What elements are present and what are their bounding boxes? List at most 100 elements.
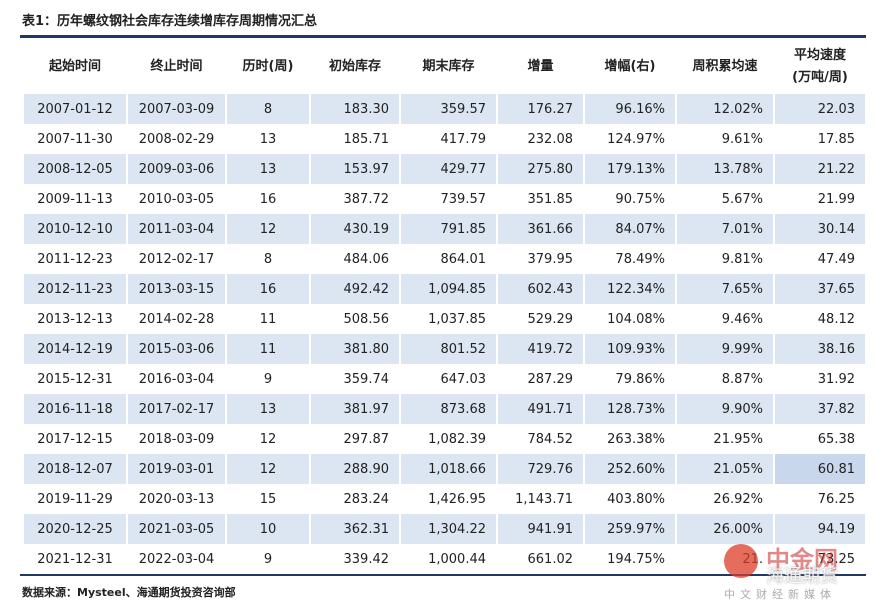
table-cell: 2011-03-04 bbox=[128, 214, 225, 244]
table-row: 2016-11-18 2017-02-17 13 381.97 873.68 491.71… bbox=[24, 394, 865, 424]
table-row: 2012-11-23 2013-03-15 16 492.42 1,094.85 602.… bbox=[24, 274, 865, 304]
table-cell: 1,426.95 bbox=[428, 491, 486, 507]
table-cell: 2013-12-13 bbox=[37, 311, 113, 327]
table-cell: 2017-02-17 bbox=[128, 394, 225, 424]
column-header: 终止时间 bbox=[150, 59, 203, 74]
table-cell: 76.25 bbox=[817, 491, 855, 507]
table-row: 2008-12-05 2009-03-06 13 153.97 429.77 275.80… bbox=[24, 154, 865, 184]
table-cell: 387.72 bbox=[343, 191, 390, 207]
table-cell: 37.82 bbox=[775, 394, 865, 424]
table-cell: 48.12 bbox=[817, 311, 855, 327]
table-cell: 484.06 bbox=[343, 251, 390, 267]
table-cell: 2014-12-19 bbox=[24, 334, 126, 364]
table-cell: 2018-12-07 bbox=[24, 454, 126, 484]
table-cell: 2020-03-13 bbox=[138, 491, 215, 507]
table-cell: 30.14 bbox=[775, 214, 865, 244]
table-cell: 124.97% bbox=[607, 131, 665, 147]
table-cell: 2015-12-31 bbox=[37, 371, 113, 387]
table-cell: 1,018.66 bbox=[401, 454, 496, 484]
table-cell: 2017-12-15 bbox=[37, 431, 113, 447]
table: 起始时间 终止时间 历时(周) 初始库存 期末库存 增量 增幅(右) 周积累均速 平均速度 (万… bbox=[22, 40, 867, 574]
column-header: 初始库存 bbox=[328, 59, 381, 74]
table-row: 2015-12-31 2016-03-04 9 359.74 647.03 287.29 7… bbox=[24, 364, 865, 394]
table-cell: 419.72 bbox=[498, 334, 583, 364]
table-row: 2019-11-29 2020-03-13 15 283.24 1,426.95 1,14… bbox=[24, 484, 865, 514]
table-cell: 2007-11-30 bbox=[37, 131, 113, 147]
table-cell: 26.00% bbox=[677, 514, 773, 544]
table-cell: 403.80% bbox=[607, 491, 665, 507]
table-cell: 8 bbox=[263, 251, 273, 267]
table-cell: 941.91 bbox=[498, 514, 583, 544]
table-cell: 339.42 bbox=[343, 551, 390, 567]
table-cell: 361.66 bbox=[498, 214, 583, 244]
table-cell: 153.97 bbox=[311, 154, 399, 184]
table-cell: 94.19 bbox=[775, 514, 865, 544]
table-cell: 7.65% bbox=[677, 274, 773, 304]
table-cell: 194.75% bbox=[607, 551, 665, 567]
table-cell: 259.97% bbox=[585, 514, 675, 544]
table-cell: 2016-11-18 bbox=[24, 394, 126, 424]
table-cell: 647.03 bbox=[440, 371, 487, 387]
table-cell: 12 bbox=[227, 454, 309, 484]
table-cell: 15 bbox=[259, 491, 277, 507]
column-header: 增幅(右) bbox=[604, 59, 656, 74]
table-cell: 2018-03-09 bbox=[138, 431, 215, 447]
table-cell: 9.81% bbox=[721, 251, 763, 267]
table-cell: 176.27 bbox=[498, 94, 583, 124]
table-cell: 381.80 bbox=[311, 334, 399, 364]
table-cell: 13 bbox=[227, 154, 309, 184]
table-cell: 791.85 bbox=[401, 214, 496, 244]
table-row: 2011-12-23 2012-02-17 8 484.06 864.01 379.95 7… bbox=[24, 244, 865, 274]
table-cell: 12 bbox=[227, 214, 309, 244]
table-cell: 16 bbox=[259, 191, 277, 207]
table-cell: 297.87 bbox=[343, 431, 390, 447]
table-cell: 529.29 bbox=[527, 311, 574, 327]
table-cell: 26.92% bbox=[713, 491, 763, 507]
table-cell: 9.61% bbox=[721, 131, 763, 147]
table-row: 2009-11-13 2010-03-05 16 387.72 739.57 351.85… bbox=[24, 184, 865, 214]
table-row: 2021-12-31 2022-03-04 9 339.42 1,000.44 661.0… bbox=[24, 544, 865, 574]
table-cell: 417.79 bbox=[440, 131, 487, 147]
table-cell: 2008-02-29 bbox=[138, 131, 215, 147]
column-header: 平均速度 (万吨/周) bbox=[792, 48, 848, 85]
table-cell: 38.16 bbox=[775, 334, 865, 364]
table-row: 2020-12-25 2021-03-05 10 362.31 1,304.22 941.… bbox=[24, 514, 865, 544]
table-cell: 104.08% bbox=[607, 311, 665, 327]
table-cell: 2011-12-23 bbox=[37, 251, 113, 267]
table-cell: 13 bbox=[259, 131, 277, 147]
table-cell: 21.22 bbox=[775, 154, 865, 184]
table-cell: 1,037.85 bbox=[428, 311, 486, 327]
table-cell: 179.13% bbox=[585, 154, 675, 184]
table-cell: 37.65 bbox=[775, 274, 865, 304]
table-cell: 21.95% bbox=[713, 431, 763, 447]
table-cell: 122.34% bbox=[585, 274, 675, 304]
table-cell: 2014-02-28 bbox=[138, 311, 215, 327]
watermark-slogan: 中文财经新媒体 bbox=[724, 588, 836, 601]
table-cell: 873.68 bbox=[401, 394, 496, 424]
table-cell: 2012-11-23 bbox=[24, 274, 126, 304]
table-cell: 2013-03-15 bbox=[128, 274, 225, 304]
table-cell: 128.73% bbox=[585, 394, 675, 424]
table-cell: 359.74 bbox=[343, 371, 390, 387]
rule bbox=[20, 574, 866, 576]
table-cell: 430.19 bbox=[311, 214, 399, 244]
table-cell: 2010-12-10 bbox=[24, 214, 126, 244]
table-cell: 185.71 bbox=[343, 131, 390, 147]
table-cell: 9 bbox=[263, 371, 273, 387]
table-cell: 1,143.71 bbox=[515, 491, 573, 507]
table-cell: 183.30 bbox=[311, 94, 399, 124]
table-cell: 17.85 bbox=[817, 131, 855, 147]
table-cell: 47.49 bbox=[817, 251, 855, 267]
table-cell: 381.97 bbox=[311, 394, 399, 424]
table-cell: 5.67% bbox=[721, 191, 763, 207]
table-cell: 2009-03-06 bbox=[128, 154, 225, 184]
table-row: 2017-12-15 2018-03-09 12 297.87 1,082.39 784.… bbox=[24, 424, 865, 454]
table-cell: 16 bbox=[227, 274, 309, 304]
table-cell: 379.95 bbox=[527, 251, 574, 267]
table-cell: 2007-01-12 bbox=[24, 94, 126, 124]
table-cell: 13.78% bbox=[677, 154, 773, 184]
table-cell: 492.42 bbox=[311, 274, 399, 304]
table-cell: 21.05% bbox=[677, 454, 773, 484]
table-cell: 21.99 bbox=[817, 191, 855, 207]
table-cell: 65.38 bbox=[817, 431, 855, 447]
